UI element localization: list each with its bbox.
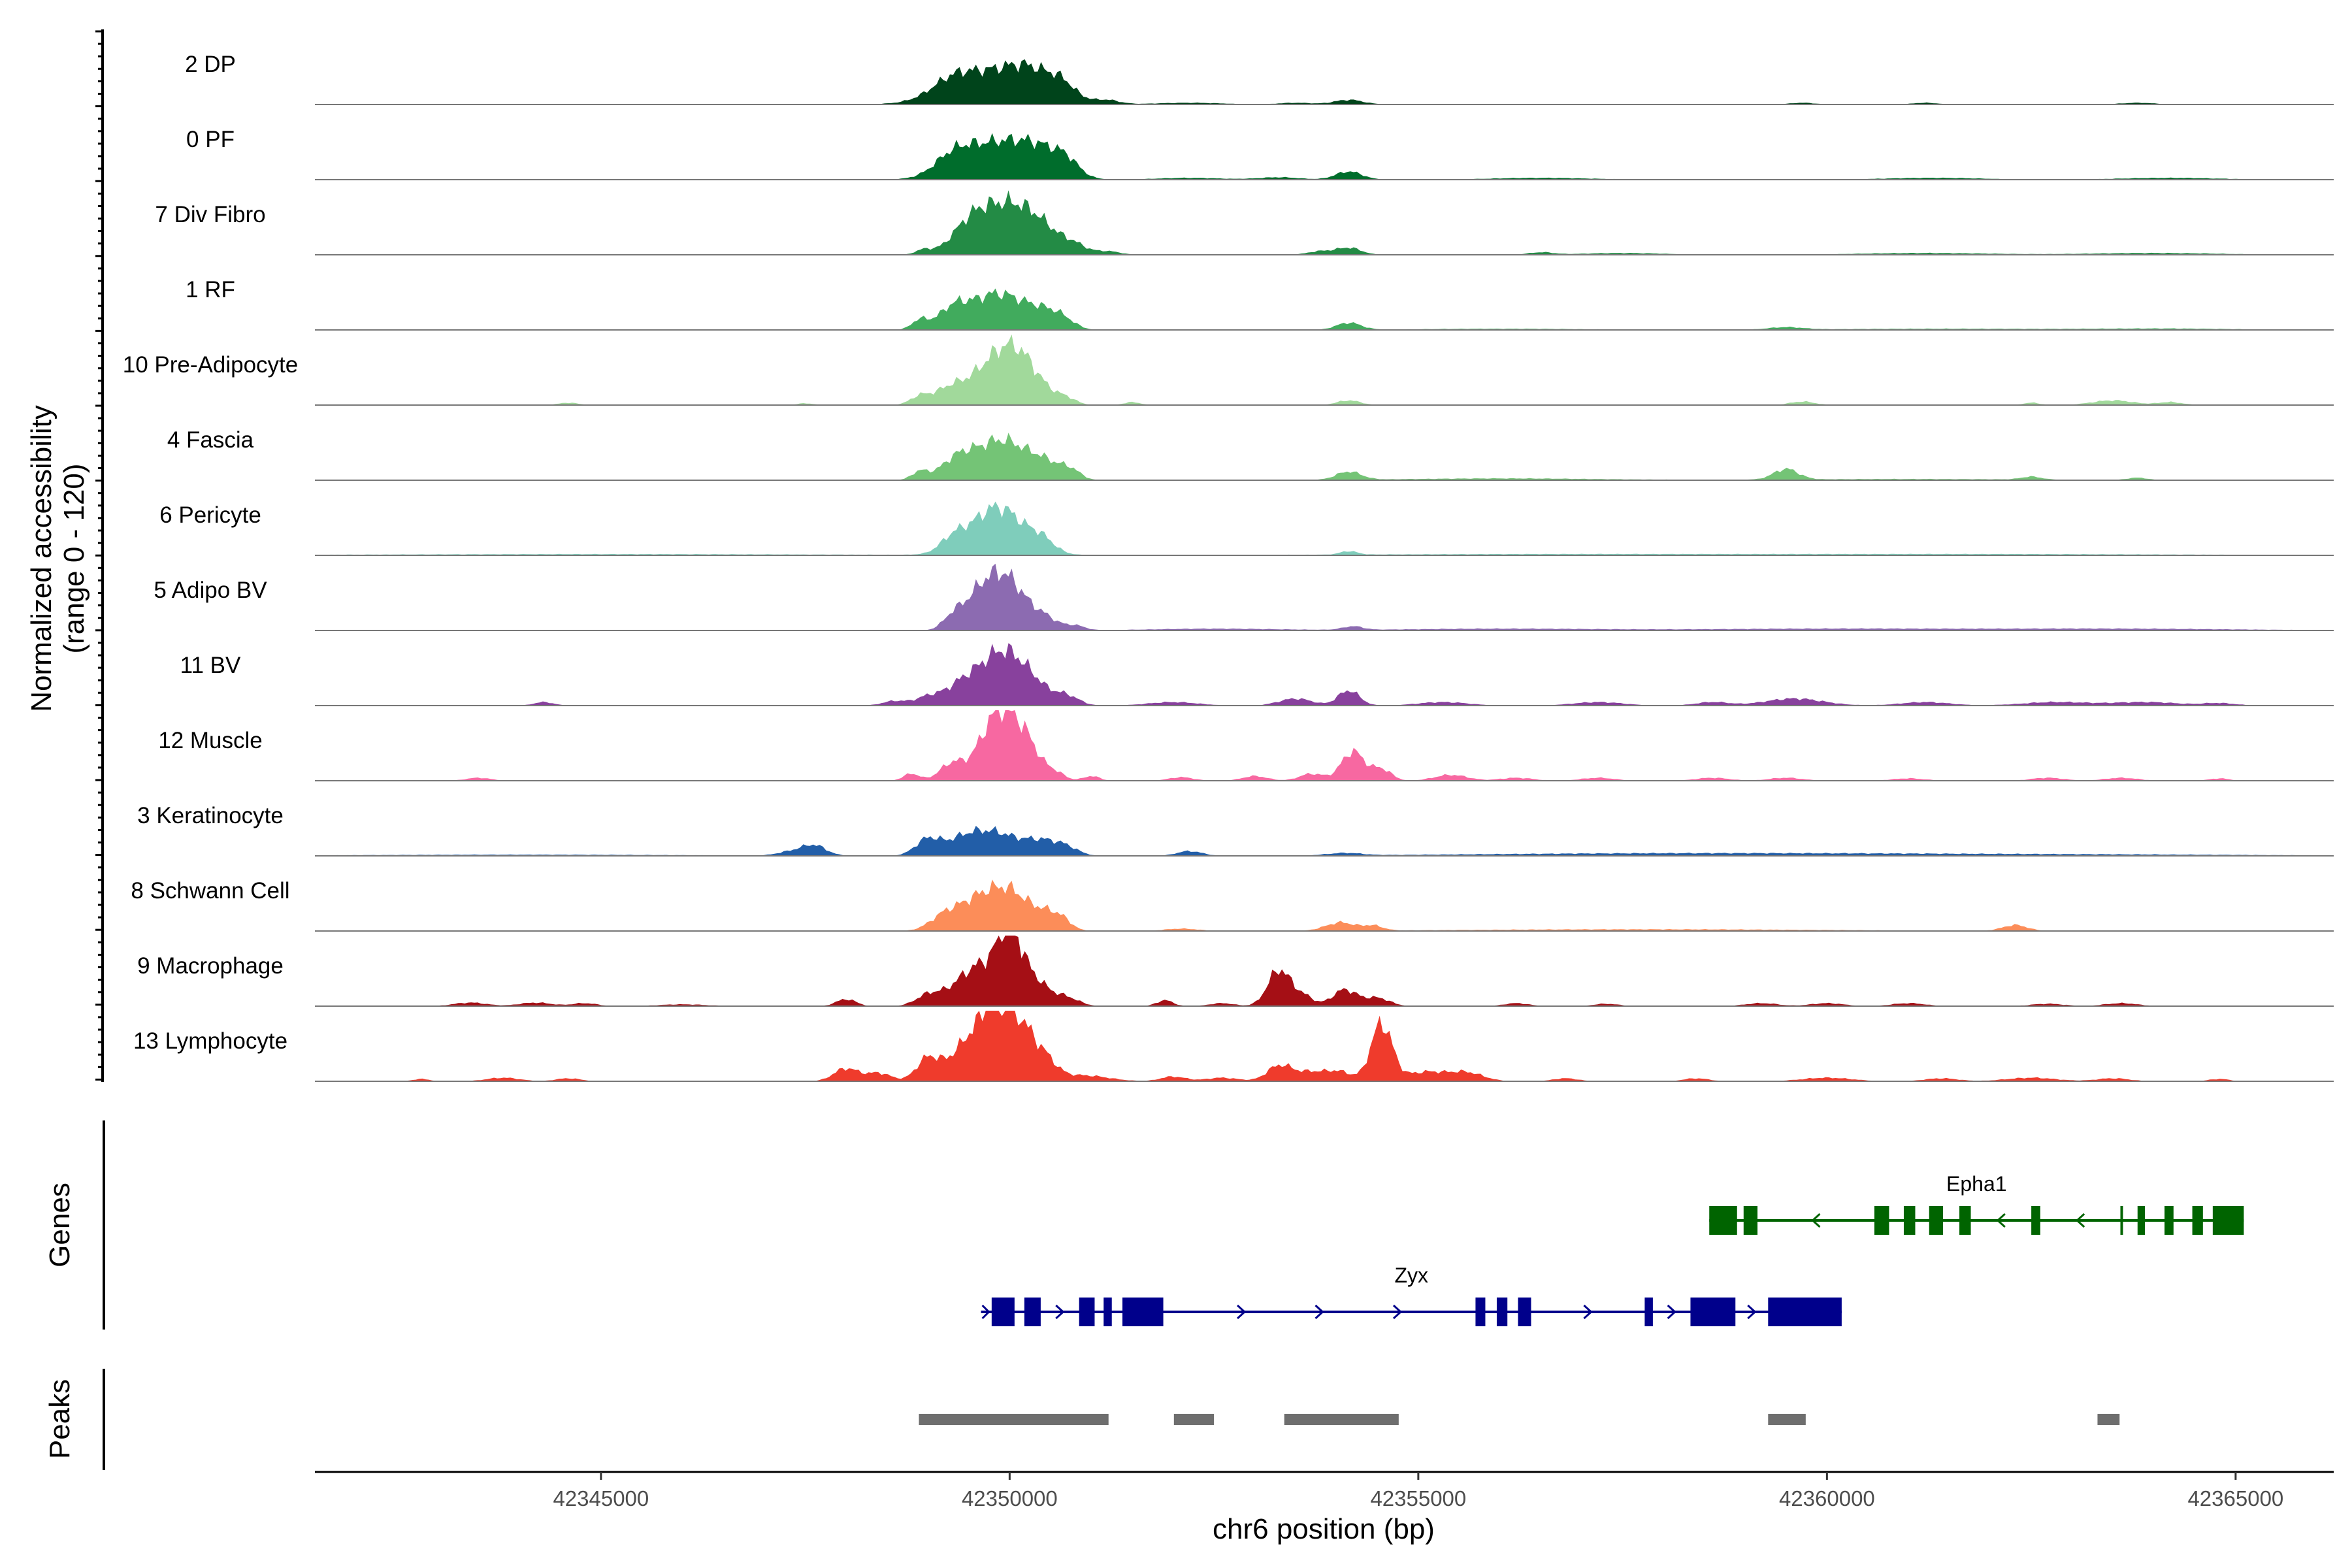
strand-chevron xyxy=(1667,1304,1676,1320)
track-label: 11 BV xyxy=(180,653,241,678)
coverage-area xyxy=(315,936,2334,1006)
coverage-area xyxy=(315,563,2334,630)
track-label: 9 Macrophage xyxy=(137,953,284,979)
y-axis xyxy=(95,29,104,1082)
exon xyxy=(2212,1206,2244,1235)
track-label: 8 Schwann Cell xyxy=(131,878,289,904)
coverage-area xyxy=(315,288,2334,330)
peak-region xyxy=(1284,1414,1399,1425)
peak-region xyxy=(919,1414,1109,1425)
coverage-area xyxy=(315,433,2334,480)
x-tick-label: 42365000 xyxy=(2187,1486,2283,1511)
peak-regions xyxy=(919,1414,2120,1425)
coverage-area xyxy=(315,879,2334,931)
coverage-area xyxy=(315,643,2334,706)
strand-chevron xyxy=(1315,1304,1324,1320)
exon xyxy=(1929,1206,1944,1235)
exon xyxy=(1903,1206,1916,1235)
gene-epha1: Epha1 xyxy=(1709,1172,2244,1235)
exon xyxy=(2120,1206,2123,1235)
track-label: 12 Muscle xyxy=(158,728,263,753)
exon xyxy=(2137,1206,2146,1235)
exon xyxy=(1768,1298,1842,1326)
coverage-area xyxy=(315,710,2334,781)
gene-zyx: Zyx xyxy=(981,1264,1842,1326)
strand-chevron xyxy=(1237,1304,1247,1320)
strand-chevron xyxy=(1392,1304,1403,1320)
genes-track-label: Genes xyxy=(44,1183,76,1267)
exon xyxy=(1743,1206,1758,1235)
peak-region xyxy=(1173,1414,1215,1425)
track-label: 6 Pericyte xyxy=(159,502,261,528)
accessibility-tracks xyxy=(315,59,2334,1082)
gene-annotations: Epha1 Zyx xyxy=(981,1172,2244,1326)
track-label: 13 Lymphocyte xyxy=(133,1028,287,1054)
coverage-area xyxy=(315,133,2334,180)
peaks-track-label: Peaks xyxy=(44,1379,76,1459)
exon xyxy=(1709,1206,1737,1235)
strand-chevron xyxy=(981,1304,990,1320)
x-tick-label: 42355000 xyxy=(1370,1486,1466,1511)
track-label: 3 Keratinocyte xyxy=(137,803,284,828)
strand-chevron xyxy=(2075,1213,2085,1228)
peak-region xyxy=(2097,1414,2120,1425)
exon xyxy=(1690,1298,1736,1326)
strand-chevron xyxy=(1996,1213,2006,1228)
track-label: 7 Div Fibro xyxy=(155,202,265,227)
peak-region xyxy=(1768,1414,1806,1425)
track-label: 10 Pre-Adipocyte xyxy=(123,352,298,378)
exon xyxy=(1874,1206,1889,1235)
strand-chevron xyxy=(1747,1304,1757,1320)
strand-chevron xyxy=(1583,1304,1593,1320)
track-label: 1 RF xyxy=(186,277,235,302)
exon xyxy=(1644,1298,1653,1326)
gene-label: Zyx xyxy=(1394,1264,1428,1287)
x-tick-label: 42360000 xyxy=(1779,1486,1875,1511)
x-axis: 42345000 42350000 42355000 42360000 42365000 xyxy=(315,1471,2334,1511)
exon xyxy=(2164,1206,2174,1235)
coverage-area xyxy=(315,190,2334,255)
track-label: 2 DP xyxy=(185,52,236,77)
x-axis-title: chr6 position (bp) xyxy=(1213,1513,1435,1545)
exon xyxy=(1475,1298,1486,1326)
exon xyxy=(2031,1206,2040,1235)
x-tick-label: 42350000 xyxy=(962,1486,1058,1511)
exon xyxy=(1496,1298,1508,1326)
y-axis-title: Normalized accessibility xyxy=(25,405,57,711)
gene-label: Epha1 xyxy=(1946,1172,2007,1196)
x-tick-label: 42345000 xyxy=(553,1486,649,1511)
exon xyxy=(1103,1298,1112,1326)
strand-chevron xyxy=(1055,1304,1065,1320)
exon xyxy=(2192,1206,2203,1235)
coverage-area xyxy=(315,501,2334,555)
track-label: 0 PF xyxy=(186,127,235,152)
exon xyxy=(1024,1298,1041,1326)
exon xyxy=(1518,1298,1531,1326)
track-label: 4 Fascia xyxy=(167,427,254,453)
coverage-area xyxy=(315,1011,2334,1081)
exon xyxy=(1079,1298,1095,1326)
coverage-area xyxy=(315,59,2334,105)
exon xyxy=(991,1298,1015,1326)
y-axis-range: (range 0 - 120) xyxy=(58,463,90,653)
coverage-area xyxy=(315,335,2334,405)
coverage-area xyxy=(315,826,2334,856)
track-labels: 2 DP 0 PF 7 Div Fibro 1 RF 10 Pre-Adipocyte 4… xyxy=(123,52,298,1054)
exon xyxy=(1122,1298,1164,1326)
exon xyxy=(1959,1206,1971,1235)
track-label: 5 Adipo BV xyxy=(154,578,267,603)
strand-chevron xyxy=(1811,1213,1821,1228)
